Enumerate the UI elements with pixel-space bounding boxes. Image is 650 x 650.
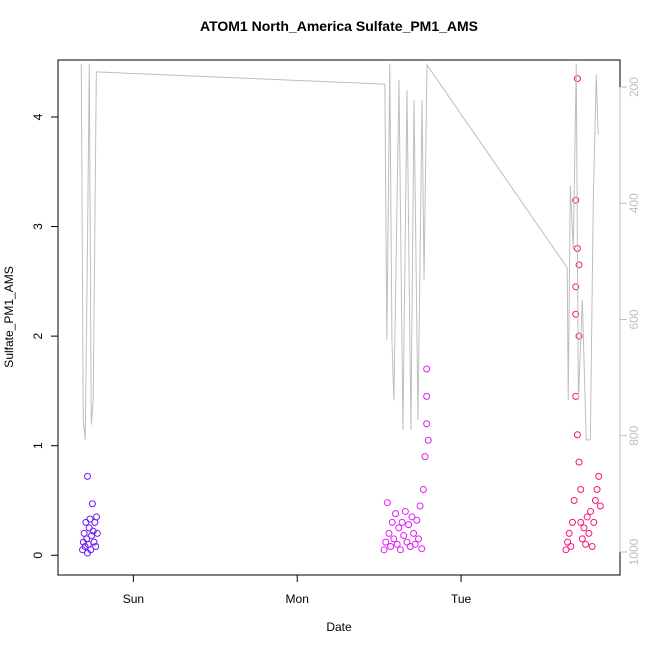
data-point bbox=[390, 535, 398, 543]
data-point bbox=[382, 538, 390, 546]
data-point bbox=[88, 500, 96, 508]
data-point bbox=[405, 521, 413, 529]
data-point bbox=[418, 545, 426, 553]
data-point bbox=[562, 546, 570, 554]
data-point bbox=[86, 515, 94, 523]
data-point bbox=[408, 513, 416, 521]
data-point bbox=[577, 486, 585, 494]
y-tick-label: 3 bbox=[31, 223, 45, 230]
data-point bbox=[567, 543, 575, 551]
x-tick-label: Tue bbox=[451, 592, 472, 606]
data-point bbox=[583, 513, 591, 521]
data-point bbox=[585, 529, 593, 537]
data-point bbox=[411, 540, 419, 548]
data-point bbox=[416, 502, 424, 510]
data-point bbox=[575, 458, 583, 466]
plot-area bbox=[79, 63, 604, 557]
data-point bbox=[572, 310, 580, 318]
data-point bbox=[572, 283, 580, 291]
data-point bbox=[596, 502, 604, 510]
data-point bbox=[580, 524, 588, 532]
data-point bbox=[423, 392, 431, 400]
y2-tick-label: 800 bbox=[627, 425, 641, 445]
data-point bbox=[398, 518, 406, 526]
data-point bbox=[388, 518, 396, 526]
data-point bbox=[568, 518, 576, 526]
data-point bbox=[588, 543, 596, 551]
data-point bbox=[424, 436, 432, 444]
data-point bbox=[595, 472, 603, 480]
data-point bbox=[577, 518, 585, 526]
data-point bbox=[565, 529, 573, 537]
data-point bbox=[575, 261, 583, 269]
data-point bbox=[572, 196, 580, 204]
data-point bbox=[93, 529, 101, 537]
y-tick-label: 0 bbox=[31, 552, 45, 559]
y-tick-label: 4 bbox=[31, 113, 45, 120]
x-tick-label: Mon bbox=[286, 592, 309, 606]
data-point bbox=[591, 496, 599, 504]
y-tick-label: 1 bbox=[31, 442, 45, 449]
data-point bbox=[90, 538, 98, 546]
pressure-line bbox=[80, 63, 599, 441]
data-point bbox=[582, 540, 590, 548]
data-point bbox=[423, 365, 431, 373]
data-point bbox=[93, 513, 101, 521]
data-point bbox=[396, 546, 404, 554]
data-point bbox=[575, 332, 583, 340]
data-point bbox=[590, 518, 598, 526]
data-point bbox=[385, 529, 393, 537]
y2-tick-label: 200 bbox=[627, 77, 641, 97]
y-tick-label: 2 bbox=[31, 332, 45, 339]
data-point bbox=[419, 486, 427, 494]
data-point bbox=[423, 420, 431, 428]
x-tick-label: Sun bbox=[123, 592, 144, 606]
data-point bbox=[414, 535, 422, 543]
data-point bbox=[383, 499, 391, 507]
y2-tick-label: 400 bbox=[627, 193, 641, 213]
y-axis-label: Sulfate_PM1_AMS bbox=[2, 266, 16, 367]
data-point bbox=[392, 510, 400, 518]
y2-tick-label: 1000 bbox=[627, 538, 641, 565]
data-point bbox=[421, 453, 429, 461]
data-point bbox=[401, 507, 409, 515]
data-point bbox=[387, 543, 395, 551]
x-axis-label: Date bbox=[326, 620, 352, 634]
data-point bbox=[587, 507, 595, 515]
data-point bbox=[395, 524, 403, 532]
data-point bbox=[400, 532, 408, 540]
data-point bbox=[573, 75, 581, 83]
chart-title: ATOM1 North_America Sulfate_PM1_AMS bbox=[200, 18, 478, 34]
data-point bbox=[393, 540, 401, 548]
data-point bbox=[413, 516, 421, 524]
data-point bbox=[564, 538, 572, 546]
data-point bbox=[570, 496, 578, 504]
data-point bbox=[410, 529, 418, 537]
data-point bbox=[88, 532, 96, 540]
data-point bbox=[578, 535, 586, 543]
data-point bbox=[83, 472, 91, 480]
data-point bbox=[593, 486, 601, 494]
data-point bbox=[83, 549, 91, 557]
data-point bbox=[92, 543, 100, 551]
y2-tick-label: 600 bbox=[627, 309, 641, 329]
data-point bbox=[573, 431, 581, 439]
data-point bbox=[403, 538, 411, 546]
data-point bbox=[89, 527, 97, 535]
data-point bbox=[380, 546, 388, 554]
